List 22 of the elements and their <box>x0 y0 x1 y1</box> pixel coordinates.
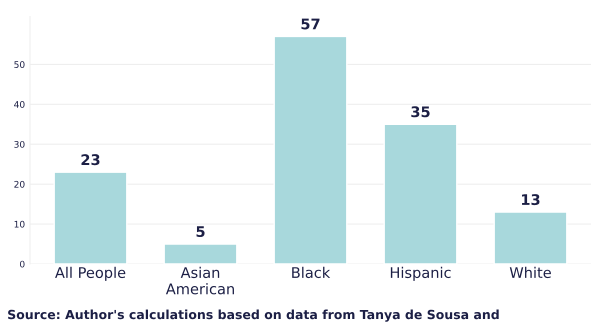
y-tick-label: 30 <box>14 140 25 148</box>
y-tick-label: 40 <box>14 101 25 108</box>
x-tick-label: White <box>510 266 551 278</box>
data-label: 57 <box>301 18 320 30</box>
data-label: 5 <box>196 226 205 238</box>
bar <box>384 124 458 264</box>
y-tick-label: 10 <box>14 220 25 228</box>
bar <box>54 171 128 264</box>
bar <box>274 36 348 264</box>
data-label: 23 <box>82 154 100 166</box>
bar <box>164 243 238 264</box>
y-tick-label: 0 <box>20 260 25 268</box>
source-note: Source: Author's calculations based on data from Tanya de Sousa and <box>8 310 499 322</box>
x-tick-label: All People <box>55 266 126 281</box>
data-label: 13 <box>522 194 540 206</box>
x-tick-label: Hispanic <box>390 266 451 281</box>
x-tick-label: Asian American <box>166 266 234 294</box>
bar <box>494 211 568 264</box>
y-tick-label: 50 <box>14 61 25 68</box>
x-tick-label: Black <box>292 266 330 278</box>
data-label: 35 <box>411 106 430 118</box>
y-tick-label: 20 <box>14 180 25 188</box>
